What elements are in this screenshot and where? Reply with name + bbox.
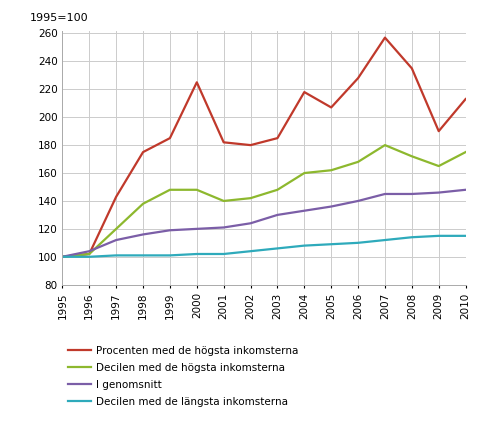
Text: 1995=100: 1995=100 <box>30 13 89 23</box>
Legend: Procenten med de högsta inkomsterna, Decilen med de högsta inkomsterna, I genoms: Procenten med de högsta inkomsterna, Dec… <box>68 346 298 407</box>
